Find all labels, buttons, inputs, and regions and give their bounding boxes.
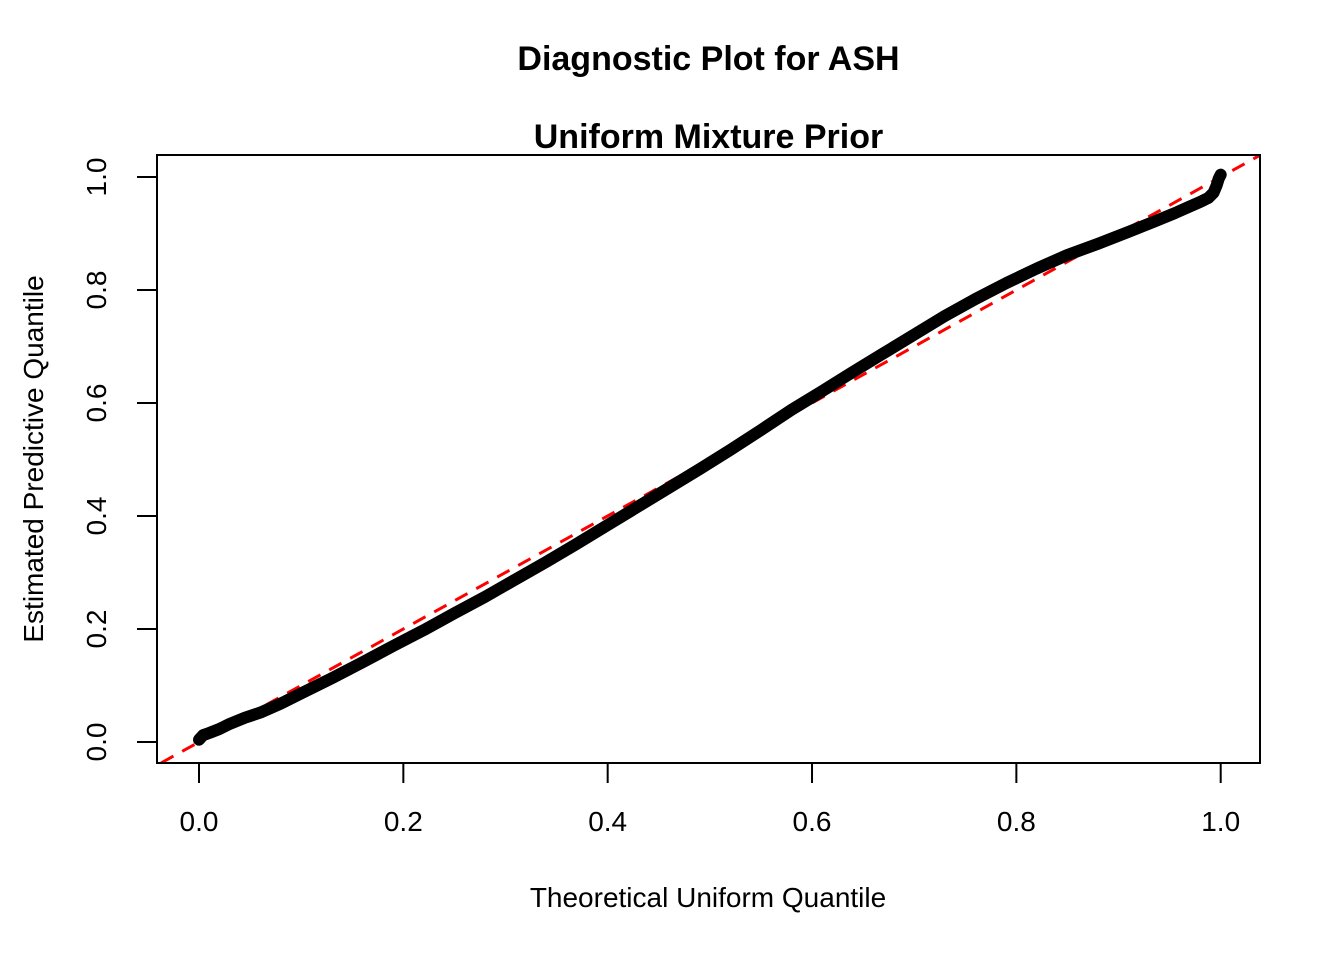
y-tick-label: 0.6 [81, 383, 112, 423]
y-tick-label: 0.2 [81, 609, 112, 649]
y-tick-label: 0.8 [81, 270, 112, 310]
qq-curve [193, 168, 1227, 746]
plot-title-line1: Diagnostic Plot for ASH [517, 40, 900, 78]
x-tick-label: 1.0 [1201, 806, 1241, 837]
plot-title: Diagnostic Plot for ASH Uniform Mixture … [157, 40, 1260, 157]
y-tick-label: 0.4 [81, 496, 112, 536]
plot-box-border [156, 154, 1261, 764]
y-tick-label: 0.0 [81, 722, 112, 762]
x-axis-label: Theoretical Uniform Quantile [529, 882, 887, 913]
x-tick-label: 0.8 [996, 806, 1036, 837]
y-tick-label: 1.0 [81, 157, 112, 197]
x-tick-label: 0.4 [588, 806, 628, 837]
x-tick-label: 0.0 [179, 806, 219, 837]
y-axis-label: Estimated Predictive Quantile [18, 275, 49, 643]
axis-tick-marks [137, 176, 1222, 783]
plot-title-line2: Uniform Mixture Prior [533, 118, 884, 156]
x-tick-label: 0.6 [792, 806, 832, 837]
x-tick-label: 0.2 [383, 806, 423, 837]
